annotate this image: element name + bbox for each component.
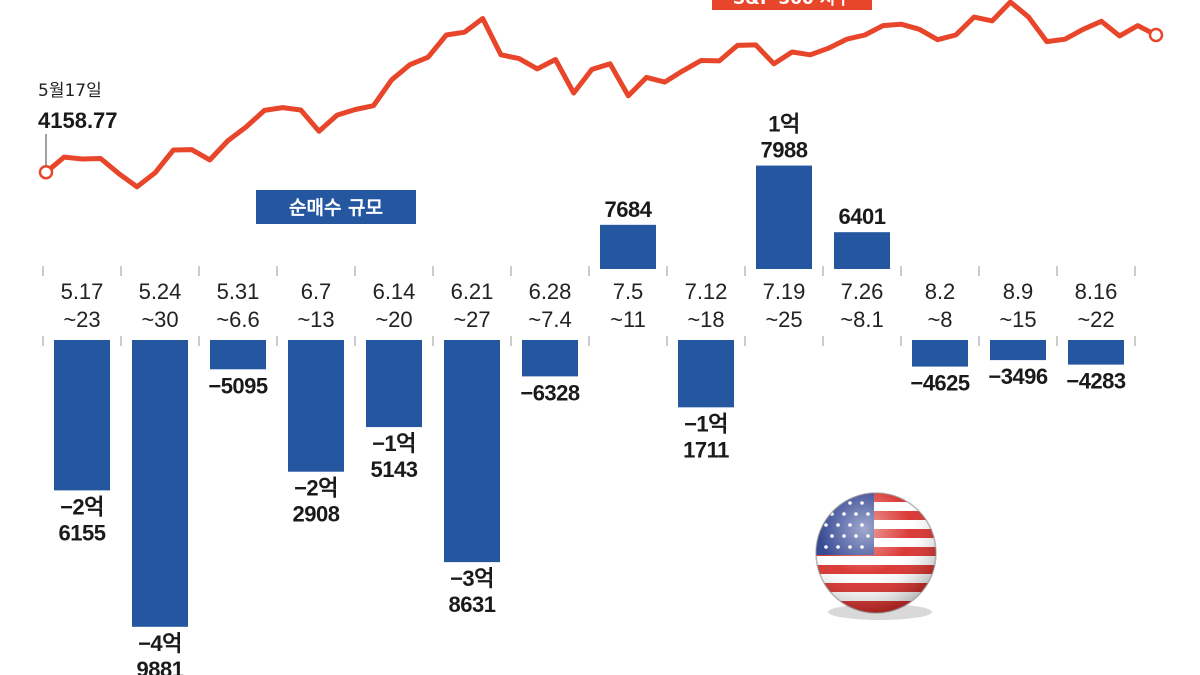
category-label-top-2: 5.31 [217, 279, 260, 304]
bar-0 [54, 340, 110, 491]
bar-value-label-13-0: −4283 [1066, 369, 1126, 394]
bar-9 [756, 165, 812, 269]
category-label-bottom-12: ~15 [999, 307, 1036, 332]
bar-value-label-12-0: −3496 [988, 364, 1048, 389]
bar-4 [366, 340, 422, 428]
category-label-top-7: 7.5 [613, 279, 644, 304]
start-point-marker [38, 165, 54, 180]
category-axis: 5.17 ~23 5.24 ~30 5.31 ~6.6 6.7 ~13 6.14 ~20 6.21 ~… [42, 266, 1136, 346]
bar-value-label-11-0: −4625 [910, 371, 970, 396]
bar-chart: −2억6155−4억9881−5095−2억2908−1억5143−3억8631… [54, 112, 1126, 675]
category-label-top-4: 6.14 [373, 279, 416, 304]
start-annotation: 5월17일 4158.77 [38, 81, 118, 133]
bar-7 [600, 224, 656, 269]
bar-2 [210, 340, 266, 370]
legend-label: 순매수 규모 [289, 197, 383, 219]
bar-11 [912, 340, 968, 367]
series-legend-label: S&P 500 지수 [733, 0, 851, 9]
bar-13 [1068, 340, 1124, 365]
bar-value-label-9-0: 1억 [768, 112, 799, 137]
bar-value-label-8-0: −1억 [684, 411, 728, 436]
category-label-top-8: 7.12 [685, 279, 728, 304]
category-label-bottom-6: ~7.4 [528, 307, 571, 332]
category-label-bottom-5: ~27 [453, 307, 490, 332]
bar-value-label-4-1: 5143 [371, 457, 418, 482]
bar-value-label-3-0: −2억 [294, 476, 338, 501]
bar-6 [522, 340, 578, 377]
bar-8 [678, 340, 734, 408]
category-label-bottom-0: ~23 [63, 307, 100, 332]
category-label-top-0: 5.17 [61, 279, 104, 304]
bar-value-label-5-1: 8631 [449, 592, 496, 617]
bar-value-label-4-0: −1억 [372, 431, 416, 456]
category-label-top-3: 6.7 [301, 279, 332, 304]
bar-value-label-3-1: 2908 [293, 502, 340, 527]
end-point-marker [1148, 27, 1164, 43]
bar-value-label-1-1: 9881 [137, 657, 184, 675]
bar-1 [132, 340, 188, 627]
category-label-top-5: 6.21 [451, 279, 494, 304]
start-date-label: 5월17일 [38, 81, 102, 101]
bar-value-label-8-1: 1711 [683, 437, 729, 462]
bar-value-label-7-0: 7684 [605, 197, 653, 222]
category-label-top-13: 8.16 [1075, 279, 1118, 304]
bar-value-label-0-0: −2억 [60, 494, 104, 519]
line-chart [38, 0, 1164, 190]
category-label-top-12: 8.9 [1003, 279, 1034, 304]
category-label-bottom-10: ~8.1 [840, 307, 883, 332]
bar-5 [444, 340, 500, 563]
category-label-bottom-4: ~20 [375, 307, 412, 332]
legend-box [256, 190, 416, 224]
bar-12 [990, 340, 1046, 361]
sp500-line [43, 0, 1159, 190]
category-label-bottom-2: ~6.6 [216, 307, 259, 332]
category-label-bottom-11: ~8 [927, 307, 952, 332]
legend: 순매수 규모 [256, 190, 416, 224]
category-label-bottom-1: ~30 [141, 307, 178, 332]
category-label-top-9: 7.19 [763, 279, 806, 304]
bar-value-label-10-0: 6401 [839, 204, 886, 229]
category-label-top-1: 5.24 [139, 279, 182, 304]
bar-value-label-2-0: −5095 [208, 373, 268, 398]
bar-value-label-6-0: −6328 [520, 380, 580, 405]
category-label-bottom-8: ~18 [687, 307, 724, 332]
bar-3 [288, 340, 344, 472]
category-label-bottom-7: ~11 [610, 307, 646, 332]
bar-value-label-9-1: 7988 [761, 138, 808, 163]
category-label-top-10: 7.26 [841, 279, 884, 304]
bar-value-label-0-1: 6155 [59, 520, 106, 545]
series-legend: S&P 500 지수 [712, 0, 872, 10]
bar-value-label-1-0: −4억 [138, 631, 182, 656]
category-label-bottom-13: ~22 [1077, 307, 1114, 332]
category-label-top-6: 6.28 [529, 279, 572, 304]
bar-10 [834, 232, 890, 269]
start-value-label: 4158.77 [38, 108, 118, 133]
us-flag-icon [815, 492, 937, 620]
category-label-top-11: 8.2 [925, 279, 956, 304]
category-label-bottom-3: ~13 [297, 307, 334, 332]
series-legend-box [712, 0, 872, 10]
category-label-bottom-9: ~25 [765, 307, 802, 332]
bar-value-label-5-0: −3억 [450, 566, 494, 591]
